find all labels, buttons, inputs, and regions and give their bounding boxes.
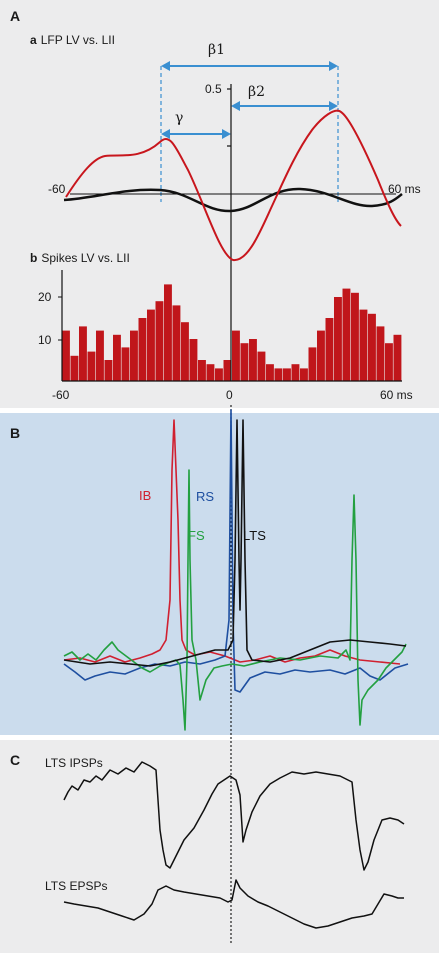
histogram-bar: [300, 368, 308, 381]
histogram-bar: [291, 364, 300, 381]
panel-b-background: [0, 413, 439, 735]
histogram-bar: [70, 355, 79, 381]
histogram-bar: [334, 297, 342, 381]
lfp-subtitle-letter: a: [30, 33, 37, 47]
histogram-bar: [198, 360, 206, 381]
y-tick-10: 10: [38, 333, 52, 347]
beta2-arrowhead-left: [231, 101, 240, 111]
histogram-bar: [147, 309, 155, 381]
histogram-bar: [368, 313, 376, 381]
lts-epsps-label: LTS EPSPs: [45, 879, 107, 893]
histogram-bar: [223, 360, 232, 381]
gamma-label: γ: [175, 110, 183, 126]
histogram-bar: [308, 347, 317, 381]
lts-label: LTS: [243, 528, 266, 543]
histogram-bar: [121, 347, 130, 381]
cell-traces: [63, 409, 409, 731]
histogram-bar: [164, 284, 172, 381]
spike-histogram: [62, 284, 402, 381]
histogram-bar: [266, 364, 274, 381]
lfp-axis-right-label: 60 ms: [388, 182, 421, 196]
histogram-bar: [393, 334, 402, 381]
ib-trace: [63, 419, 401, 665]
lfp-subtitle: a LFP LV vs. LII: [30, 33, 115, 47]
gamma-arrowhead-left: [161, 129, 170, 139]
histogram-bar: [206, 364, 215, 381]
beta1-arrowhead-right: [329, 61, 338, 71]
histogram-bar: [240, 343, 249, 381]
histogram-bar: [317, 330, 325, 381]
x-tick-0: 0: [226, 388, 233, 402]
y-tick-20: 20: [38, 290, 52, 304]
lfp-axis-left-label: -60: [48, 182, 66, 196]
histogram-bar: [113, 334, 121, 381]
histogram-bar: [342, 288, 351, 381]
fs-trace: [63, 469, 407, 731]
histogram-bar: [283, 368, 291, 381]
period-arrows: [160, 61, 339, 202]
spikes-subtitle-letter: b: [30, 251, 37, 265]
histogram-bar: [181, 322, 189, 381]
fs-label: FS: [188, 528, 205, 543]
lts-ipsps-label: LTS IPSPs: [45, 756, 103, 770]
beta2-label: β2: [248, 84, 265, 100]
lfp-baseline-trace: [63, 187, 403, 213]
histogram-bar: [62, 330, 70, 381]
gamma-arrowhead-right: [222, 129, 231, 139]
histogram-bar: [130, 330, 138, 381]
beta2-arrowhead-right: [329, 101, 338, 111]
histogram-bar: [189, 339, 198, 381]
beta1-arrowhead-left: [161, 61, 170, 71]
panel-c-background: [0, 740, 439, 953]
histogram-bar: [274, 368, 283, 381]
epsp-trace: [63, 879, 404, 929]
beta1-label: β1: [208, 42, 225, 58]
histogram-bar: [325, 318, 334, 381]
histogram-bar: [96, 330, 104, 381]
histogram-bar: [215, 368, 223, 381]
histogram-bar: [79, 326, 87, 381]
lts-trace: [63, 419, 407, 667]
panel-b-label: B: [10, 425, 20, 441]
histogram-bar: [138, 318, 147, 381]
histogram-bar: [87, 351, 96, 381]
histogram-bar: [351, 292, 359, 381]
lfp-subtitle-text: LFP LV vs. LII: [41, 33, 115, 47]
histogram-bar: [172, 305, 181, 381]
histogram-bar: [359, 309, 368, 381]
panel-a-label: A: [10, 8, 20, 24]
scale-label: 0.5: [205, 82, 222, 96]
ipsp-trace: [63, 761, 405, 871]
histogram-bar: [155, 301, 164, 381]
histogram-bar: [249, 339, 257, 381]
rs-label: RS: [196, 489, 214, 504]
ib-label: IB: [139, 488, 151, 503]
histogram-bar: [232, 330, 240, 381]
panel-c-label: C: [10, 752, 20, 768]
histogram-bar: [104, 360, 113, 381]
spikes-subtitle-text: Spikes LV vs. LII: [41, 251, 129, 265]
lts-traces: [63, 761, 405, 929]
rs-trace: [63, 409, 409, 693]
histogram-bar: [257, 351, 266, 381]
lfp-trace: [65, 109, 402, 262]
x-tick-minus60: -60: [52, 388, 70, 402]
spikes-subtitle: b Spikes LV vs. LII: [30, 251, 130, 265]
histogram-bar: [385, 343, 393, 381]
x-tick-60: 60 ms: [380, 388, 413, 402]
histogram-bar: [376, 326, 385, 381]
